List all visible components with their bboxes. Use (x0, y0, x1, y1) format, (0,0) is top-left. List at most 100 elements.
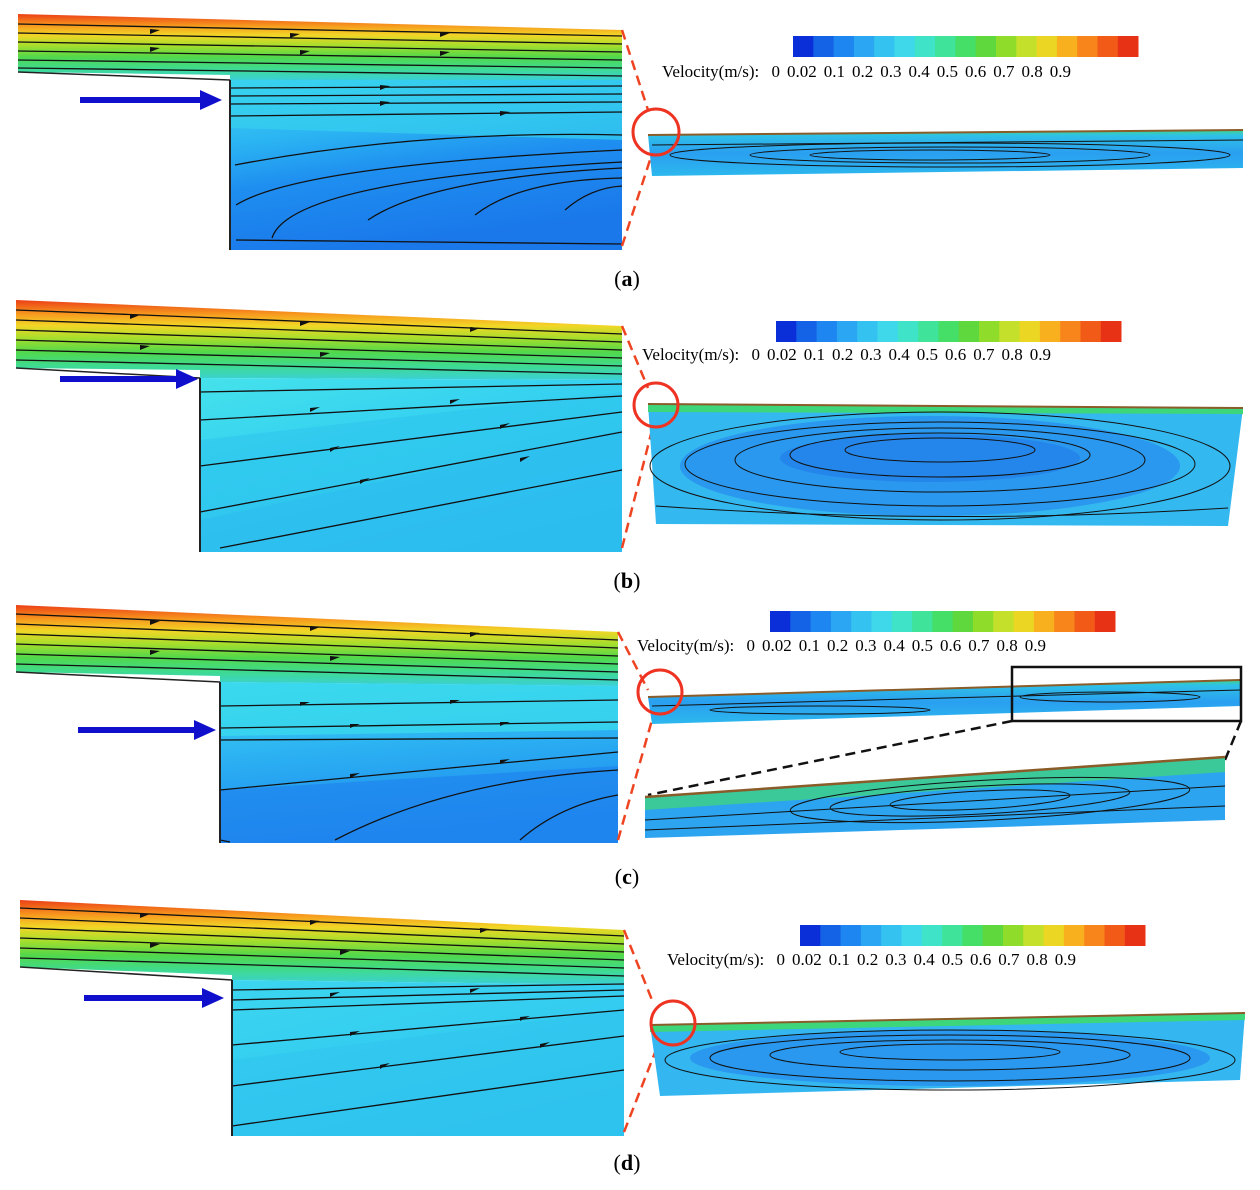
legend-swatch (973, 611, 994, 632)
legend-swatch (816, 321, 838, 342)
legend-swatch (1124, 925, 1146, 946)
legend-tick-label: 0.4 (888, 345, 910, 364)
legend-tick-label: 0.3 (855, 636, 877, 655)
legend-swatch (1060, 321, 1081, 342)
panel-d-zoom (20, 900, 624, 1136)
pool-overview-b (647, 403, 1244, 526)
legend-swatch (1039, 321, 1061, 342)
legend-swatch (958, 321, 980, 342)
legend-swatch (952, 611, 974, 632)
legend-tick-label: 0 (776, 950, 786, 969)
flow-arrowhead-c (194, 720, 216, 740)
legend-tick-label: 0.4 (908, 62, 930, 81)
legend-swatch (1019, 321, 1041, 342)
legend-swatch (1084, 925, 1105, 946)
legend-tick-label: 0.7 (998, 950, 1020, 969)
legend-swatch (1080, 321, 1102, 342)
legend-swatch (1033, 611, 1055, 632)
legend-swatch (874, 36, 895, 57)
legend-tick-label: 0.8 (1001, 345, 1023, 364)
legend-tick-label: 0.3 (880, 62, 902, 81)
zoom-line-a1 (620, 29, 650, 111)
zoom-line-c2 (616, 719, 654, 841)
legend-swatch (860, 925, 882, 946)
legend-tick-label: 0.9 (1049, 62, 1072, 81)
legend-swatch (935, 36, 956, 57)
legend-row-b: Velocity(m/s): 0 0.02 0.1 0.2 0.3 0.4 0.5 0.6 0.… (642, 345, 1051, 365)
legend-swatch (1063, 925, 1085, 946)
legend-row-d: Velocity(m/s): 0 0.02 0.1 0.2 0.3 0.4 0.5 0.6 0.… (667, 950, 1076, 970)
legend-tick-label: 0.8 (1026, 950, 1048, 969)
flow-arrowhead-a (200, 90, 222, 110)
legend-tick-label: 0 (746, 636, 756, 655)
legend-title: Velocity(m/s): (637, 636, 735, 655)
legend-swatch (1036, 36, 1058, 57)
legend-swatch (975, 36, 997, 57)
legend-tick-label: 0.5 (916, 345, 939, 364)
pool-overview-a (647, 129, 1244, 176)
legend-swatch (1013, 611, 1035, 632)
legend-swatch (857, 321, 878, 342)
legend-swatch (1097, 36, 1119, 57)
legend-tick-label: 0 (751, 345, 761, 364)
legend-swatch (891, 611, 913, 632)
focus-circle-d (649, 999, 697, 1047)
legend-tick-label: 0.9 (1029, 345, 1052, 364)
legend-swatch (796, 321, 817, 342)
legend-tick-label: 0.1 (828, 950, 851, 969)
focus-circle-a (631, 107, 681, 157)
legend-colorbar-b (776, 321, 1122, 342)
legend-colorbar-c (770, 611, 1116, 632)
legend-swatch (776, 321, 797, 342)
legend-swatch (853, 36, 875, 57)
legend-swatch (993, 611, 1014, 632)
legend-tick-label: 0.4 (913, 950, 935, 969)
panel-c-zoom (16, 605, 618, 843)
legend-tick-label: 0.9 (1024, 636, 1047, 655)
legend-swatch (979, 321, 1000, 342)
focus-circle-c (636, 668, 684, 716)
legend-swatch (830, 611, 852, 632)
legend-swatch (901, 925, 923, 946)
legend-swatch (790, 611, 811, 632)
legend-tick-label: 0.1 (803, 345, 826, 364)
legend-title: Velocity(m/s): (662, 62, 760, 81)
legend-tick-label: 0.02 (787, 62, 817, 81)
legend-tick-label: 0.02 (767, 345, 797, 364)
legend-title: Velocity(m/s): (667, 950, 765, 969)
caption-c: (c) (614, 864, 640, 889)
legend-tick-label: 0.2 (857, 950, 879, 969)
legend-swatch (955, 36, 977, 57)
legend-swatch (932, 611, 954, 632)
zoom-line-b2 (620, 429, 654, 549)
legend-colorbar-d (800, 925, 1146, 946)
legend-swatch (810, 611, 832, 632)
legend-tick-label: 0.02 (762, 636, 792, 655)
panel-a-zoom (18, 14, 622, 250)
legend-swatch (912, 611, 933, 632)
legend-tick-label: 0.8 (996, 636, 1018, 655)
legend-tick-label: 0.6 (940, 636, 962, 655)
legend-swatch (962, 925, 984, 946)
legend-swatch (996, 36, 1017, 57)
detail-line-c2 (1223, 720, 1243, 761)
legend-swatch (800, 925, 821, 946)
legend-tick-label: 0.7 (968, 636, 990, 655)
legend-swatch (918, 321, 939, 342)
legend-swatch (999, 321, 1020, 342)
legend-tick-label: 0.5 (936, 62, 959, 81)
legend-tick-label: 0.9 (1054, 950, 1077, 969)
legend-tick-label: 0.02 (792, 950, 822, 969)
legend-swatch (1043, 925, 1065, 946)
legend-swatch (851, 611, 872, 632)
legend-swatch (942, 925, 963, 946)
legend-tick-label: 0.7 (973, 345, 995, 364)
legend-title: Velocity(m/s): (642, 345, 740, 364)
legend-swatch (877, 321, 899, 342)
legend-tick-label: 0.2 (832, 345, 854, 364)
legend-swatch (982, 925, 1004, 946)
caption-d: (d) (613, 1150, 641, 1175)
legend-swatch (1074, 611, 1096, 632)
legend-swatch (840, 925, 862, 946)
